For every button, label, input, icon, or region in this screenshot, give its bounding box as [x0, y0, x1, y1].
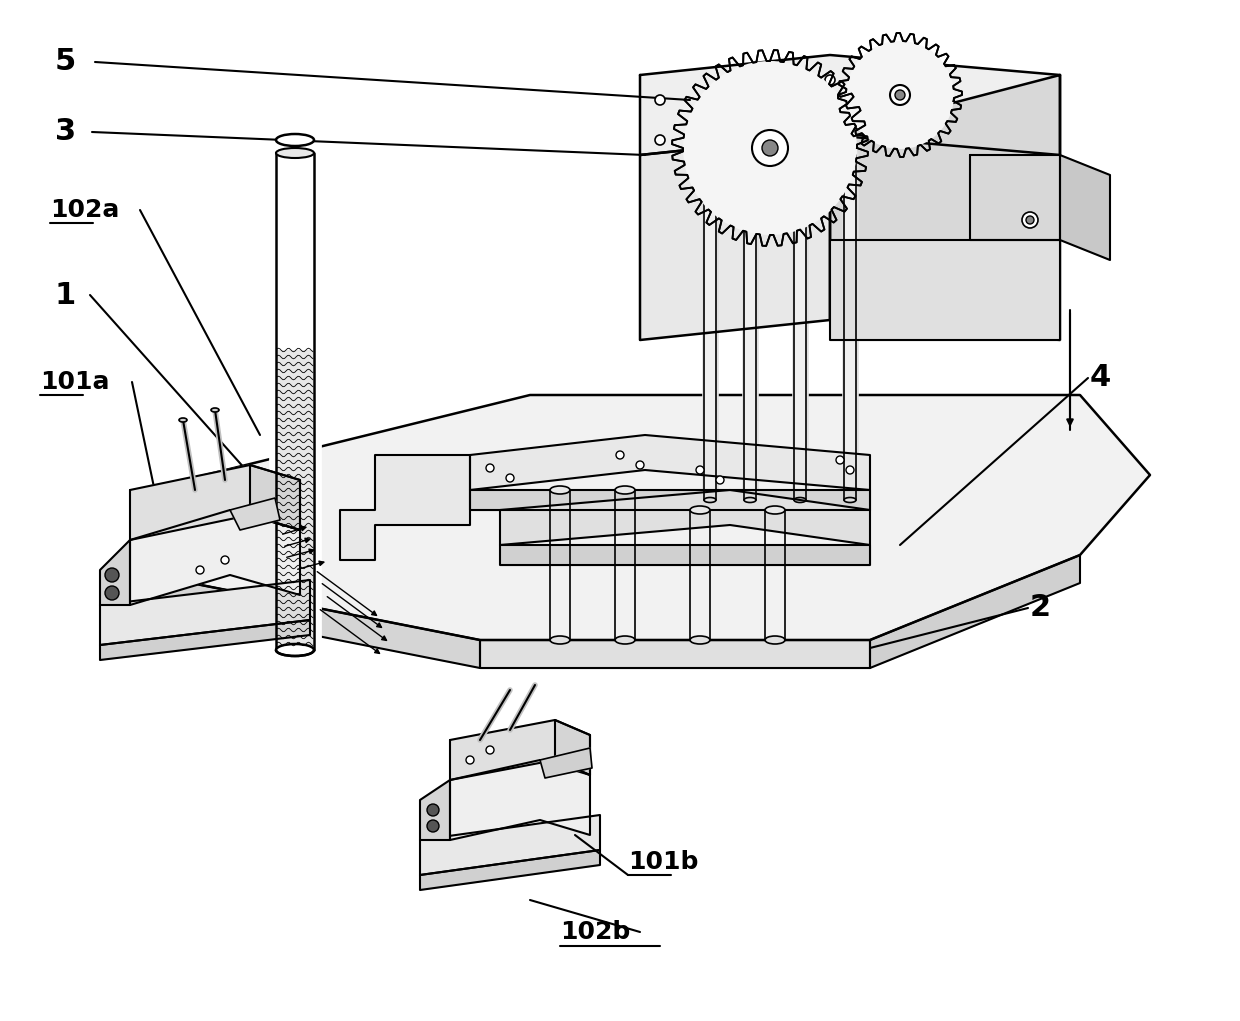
Circle shape [486, 464, 494, 472]
Circle shape [846, 466, 854, 474]
Polygon shape [100, 540, 130, 605]
Ellipse shape [689, 636, 711, 644]
Text: 102b: 102b [560, 920, 630, 944]
Polygon shape [500, 490, 870, 545]
Ellipse shape [277, 134, 314, 146]
Ellipse shape [794, 497, 806, 502]
Text: 2: 2 [1030, 593, 1052, 623]
Polygon shape [340, 455, 470, 560]
Polygon shape [500, 545, 870, 565]
Polygon shape [130, 465, 300, 540]
Text: 1: 1 [55, 281, 76, 309]
Circle shape [616, 451, 624, 459]
Polygon shape [450, 760, 590, 840]
Ellipse shape [277, 644, 314, 657]
Polygon shape [125, 570, 480, 668]
Polygon shape [640, 55, 1060, 155]
Circle shape [427, 820, 439, 832]
Ellipse shape [765, 506, 785, 514]
Polygon shape [480, 640, 870, 668]
Polygon shape [229, 498, 280, 530]
Circle shape [715, 476, 724, 484]
Circle shape [196, 566, 205, 574]
Ellipse shape [277, 148, 314, 158]
Polygon shape [130, 510, 300, 605]
Circle shape [105, 568, 119, 582]
Polygon shape [100, 580, 310, 645]
Polygon shape [970, 155, 1060, 240]
Circle shape [890, 85, 910, 105]
Ellipse shape [615, 636, 635, 644]
Polygon shape [870, 555, 1080, 668]
Polygon shape [470, 435, 870, 490]
Ellipse shape [551, 636, 570, 644]
Circle shape [1025, 216, 1034, 224]
Text: 102a: 102a [50, 198, 119, 222]
Circle shape [506, 474, 515, 482]
Polygon shape [640, 135, 830, 340]
Text: 101b: 101b [627, 850, 698, 874]
Ellipse shape [689, 506, 711, 514]
Ellipse shape [615, 486, 635, 494]
Polygon shape [420, 850, 600, 890]
Text: 4: 4 [1090, 363, 1111, 392]
Circle shape [221, 556, 229, 564]
Polygon shape [556, 720, 590, 775]
Circle shape [636, 461, 644, 469]
Circle shape [683, 61, 857, 235]
Circle shape [846, 41, 954, 149]
Circle shape [825, 75, 835, 85]
Circle shape [836, 456, 844, 464]
Text: 5: 5 [55, 48, 76, 77]
Text: 3: 3 [55, 117, 76, 146]
Circle shape [486, 746, 494, 753]
Polygon shape [830, 75, 1060, 340]
Polygon shape [420, 815, 600, 875]
Bar [277, 350, 312, 645]
Ellipse shape [744, 497, 756, 502]
Polygon shape [830, 240, 1060, 340]
Polygon shape [470, 490, 870, 510]
Polygon shape [450, 720, 590, 780]
Circle shape [655, 95, 665, 105]
Circle shape [427, 804, 439, 816]
Ellipse shape [179, 418, 187, 422]
Circle shape [895, 90, 905, 100]
Text: 101a: 101a [40, 370, 109, 394]
Polygon shape [250, 465, 300, 530]
Circle shape [655, 135, 665, 145]
Circle shape [1022, 212, 1038, 228]
Circle shape [466, 756, 474, 764]
Ellipse shape [211, 408, 219, 412]
Circle shape [105, 586, 119, 600]
Circle shape [751, 130, 787, 166]
Ellipse shape [704, 497, 715, 502]
Circle shape [815, 130, 825, 140]
Polygon shape [539, 748, 591, 778]
Circle shape [763, 140, 777, 156]
Polygon shape [125, 395, 1149, 640]
Circle shape [696, 466, 704, 474]
Polygon shape [100, 620, 310, 660]
Ellipse shape [844, 497, 856, 502]
Ellipse shape [765, 636, 785, 644]
Ellipse shape [551, 486, 570, 494]
Polygon shape [420, 780, 450, 840]
Polygon shape [1060, 155, 1110, 260]
